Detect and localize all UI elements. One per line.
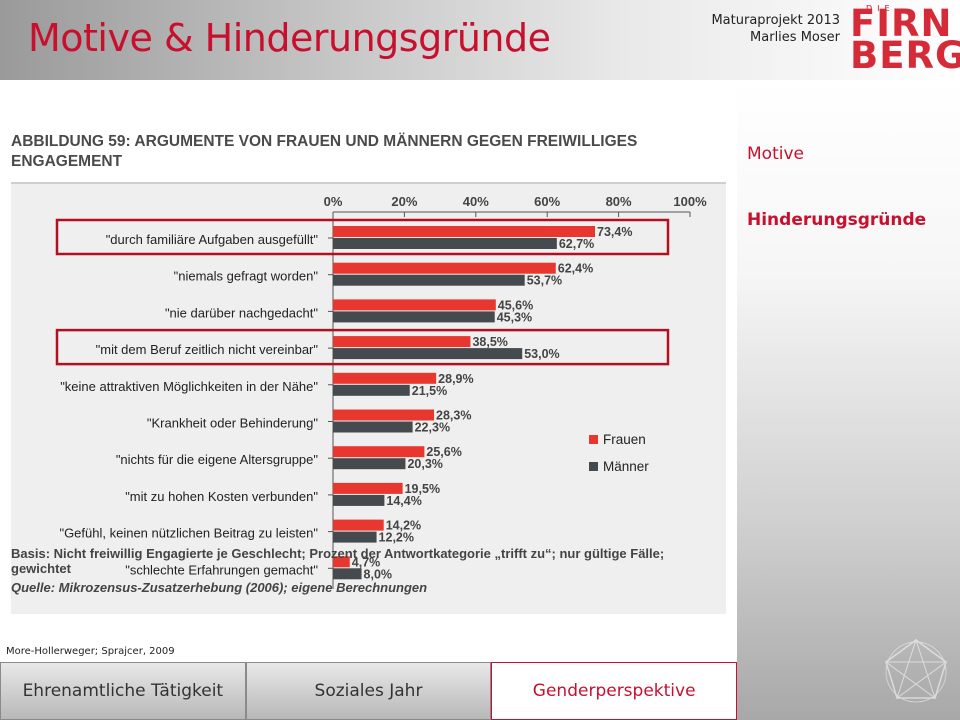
bar-maenner bbox=[333, 421, 413, 433]
highlight-box bbox=[55, 328, 670, 366]
bar-chart: 0% 20% 40% 60% 80% 100% "durch familiäre Aufga… bbox=[55, 194, 707, 589]
data-label: 28,9% bbox=[438, 372, 473, 386]
data-label: 62,7% bbox=[559, 237, 594, 251]
category-label: "niemals gefragt worden" bbox=[174, 269, 319, 284]
bar-frauen bbox=[333, 519, 384, 531]
bar-maenner bbox=[333, 458, 406, 470]
data-label: 19,5% bbox=[405, 482, 440, 496]
category-label: "nichts für die eigene Altersgruppe" bbox=[116, 452, 319, 467]
legend-swatch bbox=[589, 462, 598, 471]
bar-frauen bbox=[333, 446, 425, 458]
data-label: 45,3% bbox=[497, 310, 532, 324]
data-label: 21,5% bbox=[412, 384, 447, 398]
figure-title: ABBILDUNG 59: ARGUMENTE VON FRAUEN UND M… bbox=[11, 133, 638, 170]
title-divider bbox=[11, 182, 726, 184]
tab-ehrenamtliche-taetigkeit[interactable]: Ehrenamtliche Tätigkeit bbox=[0, 662, 246, 720]
data-label: 73,4% bbox=[597, 225, 632, 239]
bar-frauen bbox=[333, 482, 403, 494]
bar-maenner bbox=[333, 531, 377, 543]
bar-frauen bbox=[333, 336, 471, 348]
bar-maenner bbox=[333, 311, 495, 323]
data-label: 28,3% bbox=[436, 409, 471, 423]
data-label: 45,6% bbox=[498, 298, 533, 312]
bar-frauen bbox=[333, 556, 350, 568]
x-tick-label: 100% bbox=[673, 194, 707, 209]
data-label: 14,2% bbox=[386, 519, 421, 533]
sidebar-item-hinderungsgruende[interactable]: Hinderungsgründe bbox=[747, 210, 927, 230]
tab-genderperspektive[interactable]: Genderperspektive bbox=[491, 662, 738, 720]
legend-swatch bbox=[589, 435, 598, 444]
bar-maenner bbox=[333, 238, 557, 249]
category-label: "keine attraktiven Möglichkeiten in der … bbox=[60, 379, 318, 394]
data-label: 12,2% bbox=[379, 531, 414, 545]
bar-frauen bbox=[333, 372, 437, 384]
bar-frauen bbox=[333, 226, 596, 237]
data-label: 8,0% bbox=[364, 567, 393, 581]
logo-line-2: BERG bbox=[850, 34, 960, 77]
x-tick-label: 40% bbox=[463, 194, 489, 209]
legend-label: Frauen bbox=[603, 432, 646, 447]
header-bar: Motive & Hinderungsgründe Maturaprojekt … bbox=[0, 0, 960, 80]
citation: More-Hollerweger; Sprajcer, 2009 bbox=[6, 646, 175, 657]
sidebar: Motive Hinderungsgründe bbox=[737, 80, 960, 720]
bar-maenner bbox=[333, 274, 525, 286]
x-tick-label: 20% bbox=[391, 194, 417, 209]
x-tick-label: 60% bbox=[534, 194, 560, 209]
highlight-box bbox=[55, 218, 670, 256]
content-area: ABBILDUNG 59: ARGUMENTE VON FRAUEN UND M… bbox=[0, 80, 737, 662]
project-info: Maturaprojekt 2013 Marlies Moser bbox=[700, 12, 840, 46]
page-title: Motive & Hinderungsgründe bbox=[28, 16, 551, 60]
bar-frauen bbox=[333, 262, 556, 274]
data-label: 20,3% bbox=[407, 457, 442, 471]
data-label: 4,7% bbox=[352, 555, 381, 569]
data-label: 14,4% bbox=[386, 494, 421, 508]
figure-source: Quelle: Mikrozensus-Zusatzerhebung (2006… bbox=[11, 580, 428, 595]
x-tick-label: 0% bbox=[324, 194, 343, 209]
star-emblem-icon bbox=[884, 638, 948, 703]
data-label: 53,7% bbox=[527, 274, 562, 288]
bottom-nav: Ehrenamtliche Tätigkeit Soziales Jahr Ge… bbox=[0, 662, 738, 720]
category-label: "schlechte Erfahrungen gemacht" bbox=[125, 562, 318, 577]
data-label: 53,0% bbox=[524, 347, 559, 361]
logo-small-text: DIE bbox=[866, 4, 895, 13]
bar-maenner bbox=[333, 568, 362, 580]
category-label: "mit dem Beruf zeitlich nicht vereinbar" bbox=[96, 342, 319, 357]
data-label: 62,4% bbox=[558, 262, 593, 276]
category-label: "nie darüber nachgedacht" bbox=[165, 305, 318, 320]
legend-label: Männer bbox=[603, 459, 649, 474]
bar-frauen bbox=[333, 409, 435, 421]
bar-frauen bbox=[333, 299, 496, 311]
logo-line-1: FIRN bbox=[850, 2, 953, 45]
category-label: "Krankheit oder Behinderung" bbox=[147, 416, 319, 431]
x-tick-label: 80% bbox=[606, 194, 632, 209]
data-label: 38,5% bbox=[472, 335, 507, 349]
category-label: "Gefühl, keinen nützlichen Beitrag zu le… bbox=[59, 526, 318, 541]
project-name: Maturaprojekt 2013 bbox=[711, 13, 840, 28]
bar-maenner bbox=[333, 348, 523, 360]
category-label: "mit zu hohen Kosten verbunden" bbox=[125, 489, 318, 504]
author-name: Marlies Moser bbox=[750, 30, 840, 45]
sidebar-item-motive[interactable]: Motive bbox=[747, 144, 804, 164]
data-label: 22,3% bbox=[415, 421, 450, 435]
data-label: 25,6% bbox=[426, 445, 461, 459]
figure-basis-note: Basis: Nicht freiwillig Engagierte je Ge… bbox=[11, 546, 665, 576]
bar-maenner bbox=[333, 494, 385, 506]
tab-soziales-jahr[interactable]: Soziales Jahr bbox=[245, 662, 492, 720]
category-label: "durch familiäre Aufgaben ausgefüllt" bbox=[106, 232, 319, 247]
bar-maenner bbox=[333, 384, 410, 396]
